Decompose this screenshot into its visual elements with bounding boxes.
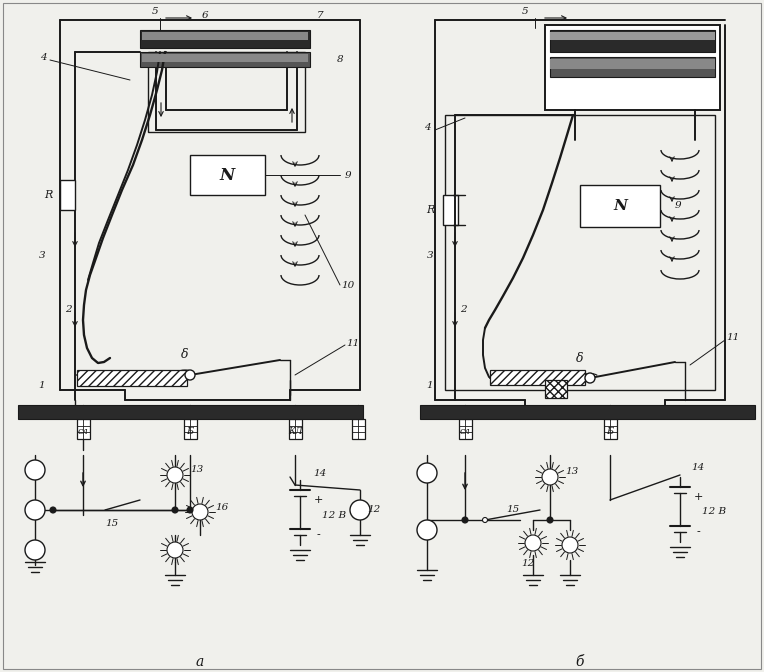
Bar xyxy=(289,419,302,439)
Text: +: + xyxy=(313,495,322,505)
Text: 5: 5 xyxy=(152,7,158,17)
Text: 11: 11 xyxy=(727,333,740,341)
Text: 15: 15 xyxy=(507,505,520,515)
Text: 15: 15 xyxy=(105,519,118,528)
Bar xyxy=(142,32,308,40)
Bar xyxy=(550,59,715,69)
Text: б: б xyxy=(576,655,584,669)
Text: R: R xyxy=(426,205,434,215)
Circle shape xyxy=(25,460,45,480)
Bar xyxy=(148,52,305,132)
Bar xyxy=(550,57,715,77)
Circle shape xyxy=(483,517,487,523)
Circle shape xyxy=(167,542,183,558)
Circle shape xyxy=(547,517,553,523)
Bar xyxy=(445,115,715,390)
Text: 7: 7 xyxy=(317,11,323,19)
Bar xyxy=(60,180,75,210)
Circle shape xyxy=(185,370,195,380)
Text: 6: 6 xyxy=(202,11,209,19)
Bar xyxy=(490,370,585,385)
Bar xyxy=(580,185,660,227)
Circle shape xyxy=(187,507,193,513)
Circle shape xyxy=(25,540,45,560)
Text: 5: 5 xyxy=(522,7,529,17)
Bar xyxy=(550,32,715,40)
Bar xyxy=(140,30,310,48)
Text: 13: 13 xyxy=(565,468,578,476)
Bar xyxy=(183,419,196,439)
Text: 12: 12 xyxy=(367,505,380,515)
Bar xyxy=(604,419,617,439)
Bar xyxy=(77,370,187,386)
Text: 1: 1 xyxy=(426,380,433,390)
Text: 3: 3 xyxy=(426,251,433,259)
Bar xyxy=(18,405,363,419)
Text: КЛ: КЛ xyxy=(288,427,303,437)
Bar xyxy=(545,380,567,398)
Circle shape xyxy=(192,504,208,520)
Text: 8: 8 xyxy=(337,56,343,65)
Bar xyxy=(550,30,715,52)
Text: 2: 2 xyxy=(460,306,466,314)
Circle shape xyxy=(417,463,437,483)
Circle shape xyxy=(50,507,56,513)
Bar xyxy=(190,155,265,195)
Circle shape xyxy=(585,373,595,383)
Text: 12 В: 12 В xyxy=(702,507,726,517)
Text: N: N xyxy=(613,199,627,213)
Text: 12: 12 xyxy=(521,558,535,567)
Text: 10: 10 xyxy=(342,280,354,290)
Text: -: - xyxy=(316,530,320,540)
Circle shape xyxy=(462,517,468,523)
Text: 4: 4 xyxy=(424,124,430,132)
Text: сл: сл xyxy=(460,427,471,437)
Text: Б: Б xyxy=(186,427,193,437)
Text: Б: Б xyxy=(607,427,613,437)
Circle shape xyxy=(417,520,437,540)
Text: а: а xyxy=(196,655,204,669)
Circle shape xyxy=(25,500,45,520)
Text: 3: 3 xyxy=(39,251,45,259)
Text: 14: 14 xyxy=(691,462,704,472)
Bar xyxy=(140,52,310,67)
Circle shape xyxy=(172,507,178,513)
Bar xyxy=(76,419,89,439)
Text: 2: 2 xyxy=(65,306,71,314)
Text: -: - xyxy=(696,527,700,537)
Text: 14: 14 xyxy=(313,468,327,478)
Text: 9: 9 xyxy=(345,171,351,179)
Circle shape xyxy=(167,467,183,483)
Circle shape xyxy=(562,537,578,553)
Text: 13: 13 xyxy=(190,466,204,474)
Circle shape xyxy=(350,500,370,520)
Text: R: R xyxy=(44,190,52,200)
Bar xyxy=(351,419,364,439)
Text: δ: δ xyxy=(576,351,584,364)
Text: δ: δ xyxy=(181,349,189,362)
Text: 9: 9 xyxy=(675,202,681,210)
Text: 4: 4 xyxy=(40,52,47,62)
Text: 11: 11 xyxy=(346,339,360,347)
Text: 12 В: 12 В xyxy=(322,511,346,519)
Text: сл: сл xyxy=(78,427,89,437)
Text: +: + xyxy=(693,492,703,502)
Text: 16: 16 xyxy=(215,503,228,511)
Bar xyxy=(458,419,471,439)
Bar xyxy=(545,25,720,110)
Bar xyxy=(443,195,458,225)
Circle shape xyxy=(525,535,541,551)
Bar xyxy=(142,54,308,62)
Circle shape xyxy=(542,469,558,485)
Text: 1: 1 xyxy=(39,380,45,390)
Text: N: N xyxy=(220,167,235,183)
Bar xyxy=(420,405,755,419)
